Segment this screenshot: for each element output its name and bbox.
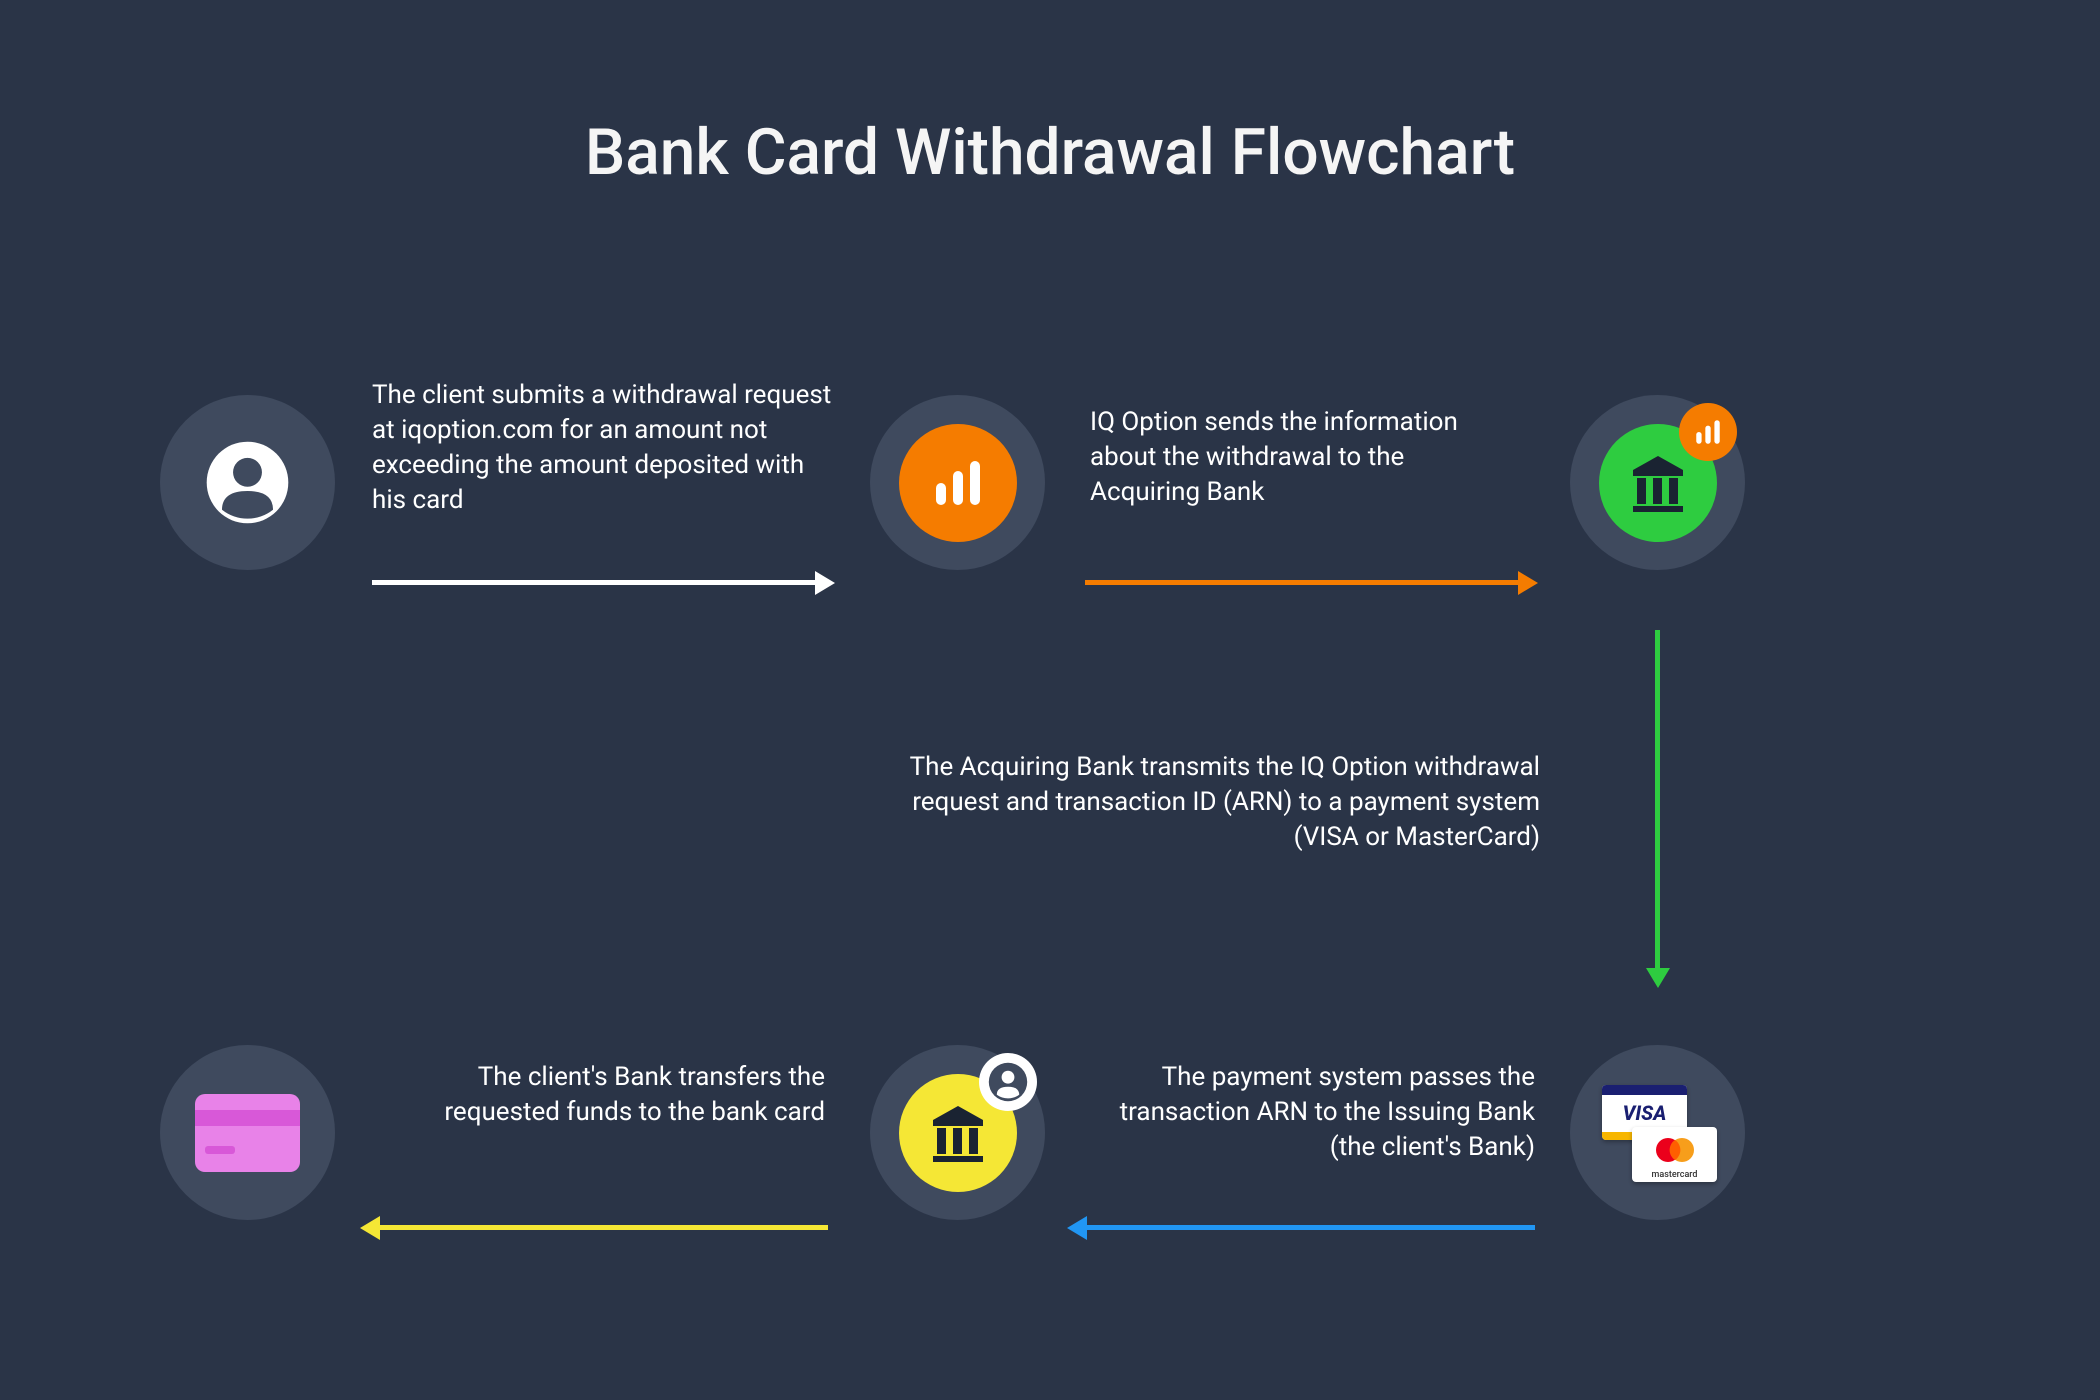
node-client [160,395,335,570]
visa-text: VISA [1623,1101,1667,1125]
step-2-text: IQ Option sends the information about th… [1090,405,1510,510]
chart-badge-icon [1679,403,1737,461]
mastercard-logo: mastercard [1632,1127,1717,1182]
credit-card-icon [195,1094,300,1172]
user-badge-icon [979,1053,1037,1111]
arrow-1 [372,580,817,585]
mastercard-text: mastercard [1652,1170,1698,1180]
step-4-text: The payment system passes the transactio… [1095,1060,1535,1165]
node-bank-card [160,1045,335,1220]
node-iqoption [870,395,1045,570]
chart-title: Bank Card Withdrawal Flowchart [585,115,1515,190]
node-payment-system: VISA mastercard [1570,1045,1745,1220]
arrow-3 [1655,630,1660,970]
step-5-text: The client's Bank transfers the requeste… [380,1060,825,1130]
arrow-5 [378,1225,828,1230]
node-acquiring-bank [1570,395,1745,570]
arrow-4 [1085,1225,1535,1230]
iqoption-icon [899,424,1017,542]
node-issuing-bank [870,1045,1045,1220]
step-1-text: The client submits a withdrawal request … [372,378,842,518]
arrow-2 [1085,580,1520,585]
step-3-text: The Acquiring Bank transmits the IQ Opti… [900,750,1540,855]
